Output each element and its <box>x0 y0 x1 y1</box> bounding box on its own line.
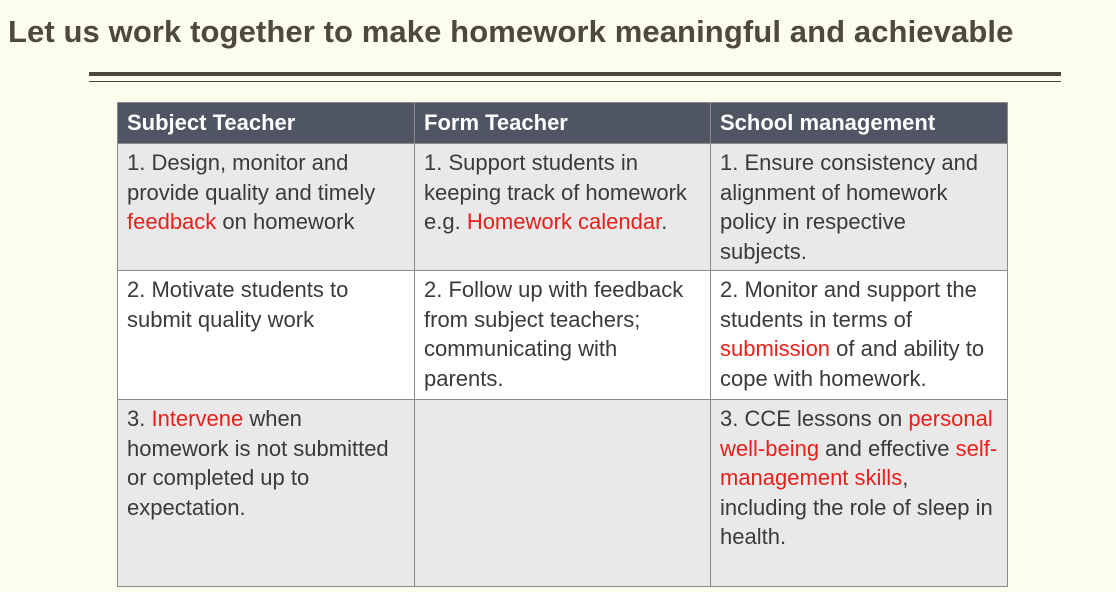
table-row: 2. Motivate students to submit quality w… <box>117 270 1008 400</box>
cell-subject-teacher-3: 3. Intervene when homework is not submit… <box>117 399 415 587</box>
title-divider-thick <box>89 72 1061 76</box>
title-divider-thin <box>89 81 1061 82</box>
table-header-row: Subject Teacher Form Teacher School mana… <box>117 102 1008 144</box>
highlight-text: Intervene <box>151 406 244 431</box>
cell-school-management-1: 1. Ensure consistency and alignment of h… <box>710 143 1008 271</box>
cell-school-management-3: 3. CCE lessons on personal well-being an… <box>710 399 1008 587</box>
highlight-text: personal well-being <box>720 406 993 461</box>
highlight-text: submission <box>720 336 831 362</box>
page-title: Let us work together to make homework me… <box>8 14 1014 49</box>
cell-form-teacher-2: 2. Follow up with feedback from subject … <box>414 270 711 400</box>
cell-subject-teacher-1: 1. Design, monitor and provide quality a… <box>117 143 415 271</box>
table-row: 3. Intervene when homework is not submit… <box>117 399 1008 587</box>
header-form-teacher: Form Teacher <box>414 102 711 144</box>
cell-subject-teacher-2: 2. Motivate students to submit quality w… <box>117 270 415 400</box>
highlight-text: self-management skills <box>720 435 998 491</box>
cell-school-management-2: 2. Monitor and support the students in t… <box>710 270 1008 400</box>
cell-form-teacher-1: 1. Support students in keeping track of … <box>414 143 711 271</box>
highlight-text: feedback <box>127 209 217 235</box>
header-school-management: School management <box>710 102 1008 144</box>
highlight-text: Homework calendar <box>466 209 662 235</box>
table-row: 1. Design, monitor and provide quality a… <box>117 143 1008 271</box>
roles-table: Subject Teacher Form Teacher School mana… <box>117 102 1008 587</box>
header-subject-teacher: Subject Teacher <box>117 102 415 144</box>
cell-form-teacher-3 <box>414 399 711 587</box>
